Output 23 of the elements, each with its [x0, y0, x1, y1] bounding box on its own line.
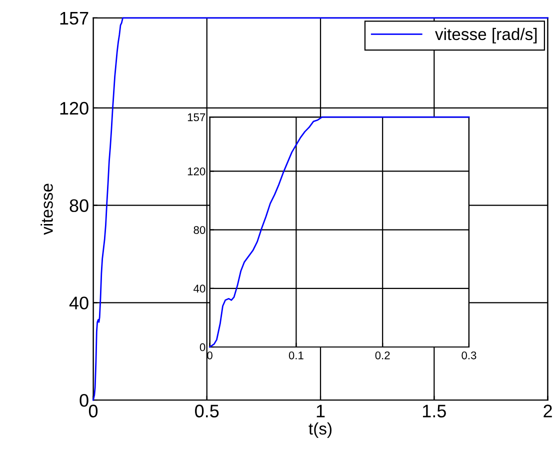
x-tick-label: 1.5	[422, 404, 446, 418]
y-tick-label: 157	[188, 113, 206, 122]
y-tick-label: 40	[194, 284, 206, 293]
line-series	[209, 116, 470, 348]
x-tick-label: 0.1	[288, 351, 304, 360]
x-tick-label: 2	[544, 404, 552, 418]
y-tick-label: 120	[188, 168, 206, 176]
y-tick-label: 80	[70, 199, 88, 212]
y-tick-label: 157	[60, 12, 88, 25]
x-tick-label: 0.3	[462, 351, 476, 360]
x-tick-label: 0	[88, 404, 98, 418]
legend-label: vitesse [rad/s]	[435, 28, 537, 44]
y-tick-label: 40	[69, 296, 88, 310]
x-tick-label: 0.2	[375, 351, 390, 360]
x-tick-label: 0.5	[195, 404, 219, 418]
y-tick-label: 0	[80, 394, 88, 407]
x-axis-title: t(s)	[308, 422, 332, 438]
y-tick-label: 80	[194, 226, 206, 234]
x-tick-label: 1	[316, 404, 325, 418]
line-series	[92, 17, 548, 401]
y-tick-label: 0	[200, 343, 206, 352]
y-tick-label: 120	[60, 102, 88, 115]
y-axis-title: vitesse	[40, 184, 53, 235]
